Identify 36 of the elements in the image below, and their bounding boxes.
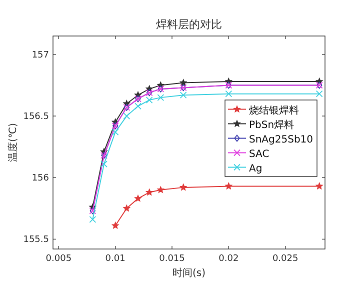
point (316, 182, 323, 190)
x-axis-title: 时间(s) (172, 267, 206, 279)
point (134, 195, 142, 202)
x-tick-label: 0.01 (105, 254, 126, 264)
y-tick-label: 156.5 (23, 112, 49, 122)
point (146, 188, 153, 196)
point (225, 90, 232, 98)
point (112, 128, 119, 136)
legend-label: Ag (249, 163, 262, 174)
point (123, 112, 130, 120)
point (316, 90, 323, 98)
point (180, 92, 187, 99)
y-tick-label: 157 (32, 50, 49, 60)
chart-title: 焊料层的对比 (156, 18, 222, 31)
y-tick-label: 155.5 (23, 235, 49, 246)
x-tick-label: 0.02 (218, 254, 239, 264)
point (180, 79, 187, 86)
legend-label: PbSn焊料 (249, 118, 294, 131)
y-axis-title: 温度(℃) (7, 122, 19, 162)
point (123, 204, 130, 212)
y-tick-label: 156 (32, 174, 50, 184)
point (100, 160, 108, 168)
legend-label: SAC (249, 148, 270, 160)
point (157, 186, 164, 193)
point (157, 94, 164, 102)
point (134, 102, 142, 110)
x-tick-label: 0.015 (159, 254, 185, 264)
point (225, 182, 232, 190)
legend-label: SnAg25Sb10 (249, 134, 314, 146)
point (89, 216, 96, 223)
point (180, 184, 187, 190)
point (146, 96, 153, 104)
point (112, 222, 119, 228)
legend-label: 烧结银焊料 (249, 104, 299, 116)
x-tick-label: 0.025 (272, 254, 298, 264)
x-tick-label: 0.005 (46, 254, 72, 264)
